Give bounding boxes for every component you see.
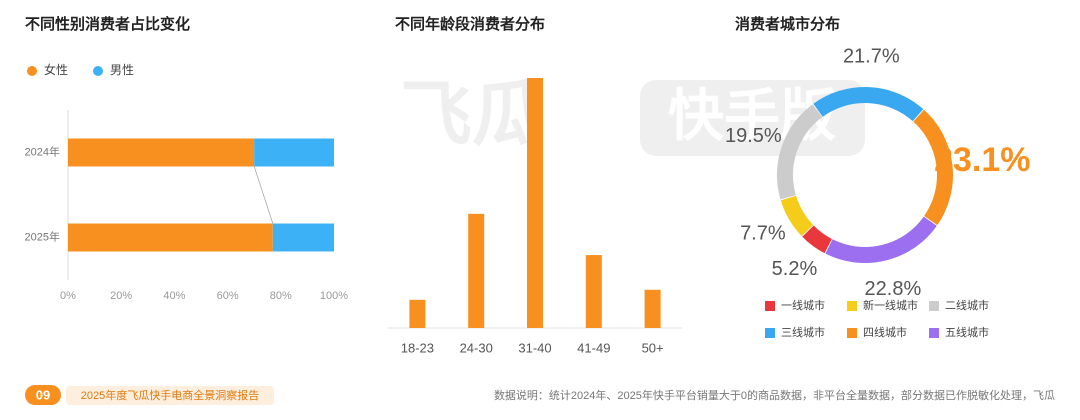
report-name: 2025年度飞瓜快手电商全景洞察报告 (81, 388, 259, 402)
legend-label: 男性 (110, 63, 134, 77)
legend-marker (847, 328, 857, 338)
legend-marker (847, 301, 857, 311)
bar (585, 255, 602, 328)
x-tick-label: 24-30 (460, 340, 493, 355)
chart-title: 不同年龄段消费者分布 (395, 15, 545, 33)
legend-label: 一线城市 (781, 298, 825, 312)
y-tick-label: 2025年 (25, 229, 60, 243)
bar (644, 289, 661, 328)
x-tick-label: 50+ (642, 340, 664, 355)
watermark-brand: 飞瓜 (400, 75, 544, 155)
donut-segment (825, 216, 937, 263)
value-label: 23.1% (934, 141, 1030, 179)
footer: 09 2025年度飞瓜快手电商全景洞察报告 数据说明：统计2024年、2025年… (25, 385, 1055, 405)
bar (527, 78, 543, 328)
bar-segment (254, 138, 334, 167)
legend-marker (27, 66, 37, 76)
donut-segment (777, 104, 823, 200)
chart-title: 消费者城市分布 (735, 15, 840, 33)
x-tick-label: 20% (110, 290, 132, 302)
legend-marker (765, 328, 775, 338)
value-label: 5.2% (772, 258, 818, 280)
donut-segment (802, 225, 833, 254)
footer-note: 数据说明：统计2024年、2025年快手平台销量大于0的商品数据，非平台全量数据… (494, 388, 1055, 402)
x-tick-label: 18-23 (401, 340, 434, 355)
report-badge (66, 386, 274, 405)
value-label: 21.7% (843, 45, 900, 67)
donut-segment (813, 87, 924, 122)
x-tick-label: 41-49 (577, 340, 610, 355)
bar-segment (68, 223, 273, 252)
legend-marker (929, 301, 939, 311)
watermark: 飞瓜 快手版 (400, 75, 865, 156)
value-label: 22.8% (865, 278, 922, 300)
bar (468, 213, 485, 328)
bar (409, 299, 426, 328)
donut-segment (913, 109, 953, 226)
connector (253, 166, 274, 224)
legend-marker (929, 328, 939, 338)
page-number: 09 (36, 387, 50, 402)
x-tick-label: 100% (320, 290, 348, 302)
x-tick-label: 0% (60, 290, 76, 302)
bar-segment (68, 138, 255, 167)
x-tick-label: 40% (163, 290, 185, 302)
page-badge (25, 385, 61, 405)
x-tick-label: 60% (217, 290, 239, 302)
value-label: 7.7% (740, 222, 786, 244)
legend-label: 二线城市 (945, 298, 989, 312)
bar-segment (272, 223, 334, 252)
legend-label: 五线城市 (945, 325, 989, 339)
x-tick-label: 80% (270, 290, 292, 302)
legend-label: 四线城市 (863, 325, 907, 339)
donut-segment (780, 195, 814, 237)
legend-label: 女性 (44, 62, 68, 77)
value-label: 19.5% (725, 125, 782, 147)
y-tick-label: 2024年 (25, 144, 60, 158)
legend-marker (765, 301, 775, 311)
legend-marker (93, 66, 103, 76)
legend-label: 三线城市 (781, 325, 825, 339)
chart-title: 不同性别消费者占比变化 (25, 15, 190, 33)
legend-label: 新一线城市 (863, 298, 918, 312)
x-tick-label: 31-40 (518, 340, 551, 355)
watermark-badge (640, 80, 865, 156)
